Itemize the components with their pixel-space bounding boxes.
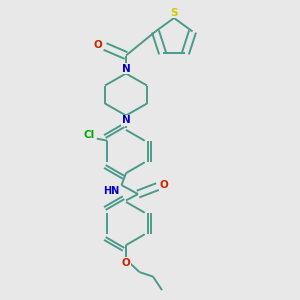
Text: O: O	[160, 180, 169, 190]
Text: N: N	[122, 115, 130, 125]
Text: Cl: Cl	[84, 130, 95, 140]
Text: HN: HN	[103, 185, 120, 196]
Text: O: O	[93, 40, 102, 50]
Text: S: S	[170, 8, 178, 18]
Text: N: N	[122, 64, 130, 74]
Text: O: O	[122, 257, 130, 268]
